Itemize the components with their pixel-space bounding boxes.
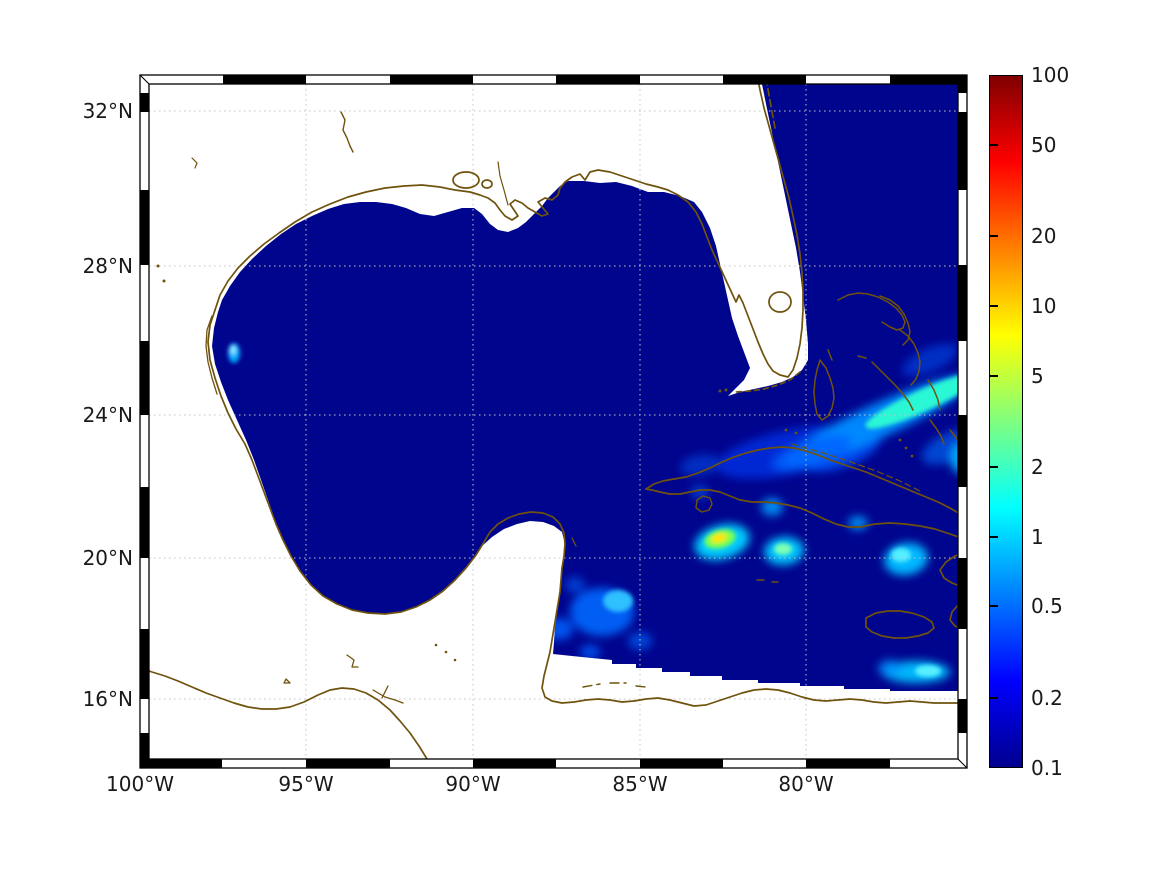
colorbar-tick-label: 0.5 (1031, 594, 1063, 618)
colorbar-tickmark (989, 375, 998, 377)
colorbar-tick-label: 1 (1031, 525, 1044, 549)
cuba-north-coast (645, 446, 958, 514)
mississippi-river (497, 161, 509, 206)
honduras-bay-islands (582, 682, 647, 688)
y-axis-tick-label: 32°N (82, 99, 133, 123)
colorbar-gradient (989, 75, 1023, 768)
x-axis-tick-label: 90°W (445, 772, 501, 796)
y-axis-tick-label: 16°N (82, 687, 133, 711)
y-axis-tick-label: 24°N (82, 403, 133, 427)
cuba-south-coast (645, 488, 958, 538)
x-axis-tick-label: 100°W (106, 772, 174, 796)
colorbar-tick-label: 0.1 (1031, 756, 1063, 780)
colorbar-tick-label: 20 (1031, 224, 1057, 248)
isla-de-la-juventud (695, 495, 713, 513)
high-value-blobs (228, 343, 958, 683)
jamaica (865, 610, 935, 639)
inland-lake-squiggle (340, 111, 354, 153)
georgia-coast-islands (766, 84, 776, 129)
lake-pontchartrain (452, 171, 480, 189)
y-axis-tick-label: 20°N (82, 546, 133, 570)
pacific-coast (149, 670, 428, 759)
colorbar-tick-label: 5 (1031, 364, 1044, 388)
cozumel-island (571, 537, 577, 547)
colorbar-tickmark (989, 144, 998, 146)
us-gulf-and-florida-coast (214, 84, 804, 378)
colorbar-tickmark (989, 697, 998, 699)
colorbar-tickmark (989, 605, 998, 607)
bahamas-islands (784, 292, 958, 458)
colorbar-tickmark (989, 536, 998, 538)
background-field-polygon (212, 84, 958, 691)
data-field (212, 84, 958, 691)
colorbar-tickmark (989, 235, 998, 237)
colorbar-tickmark (989, 305, 998, 307)
x-axis-tick-label: 95°W (278, 772, 334, 796)
texas-barrier-islands (205, 315, 218, 395)
colorbar-tick-label: 100 (1031, 63, 1070, 87)
x-axis-tick-label: 80°W (778, 772, 834, 796)
cuba-north-cays (791, 443, 923, 493)
mexico-yucatan-honduras-coast (207, 309, 958, 707)
hispaniola-west (939, 554, 958, 629)
colorbar-tick-label: 10 (1031, 294, 1057, 318)
map-frame (139, 74, 968, 769)
colorbar-tick-label: 2 (1031, 455, 1044, 479)
cayman-islands (756, 579, 779, 583)
colorbar-tick-label: 0.2 (1031, 686, 1063, 710)
colorbar-tick-label: 50 (1031, 133, 1057, 157)
lake-okeechobee (768, 291, 792, 313)
colorbar-tickmark (989, 466, 998, 468)
coastlines (149, 84, 958, 759)
florida-keys (735, 371, 801, 393)
y-axis-tick-label: 28°N (82, 254, 133, 278)
x-axis-tick-label: 85°W (612, 772, 668, 796)
